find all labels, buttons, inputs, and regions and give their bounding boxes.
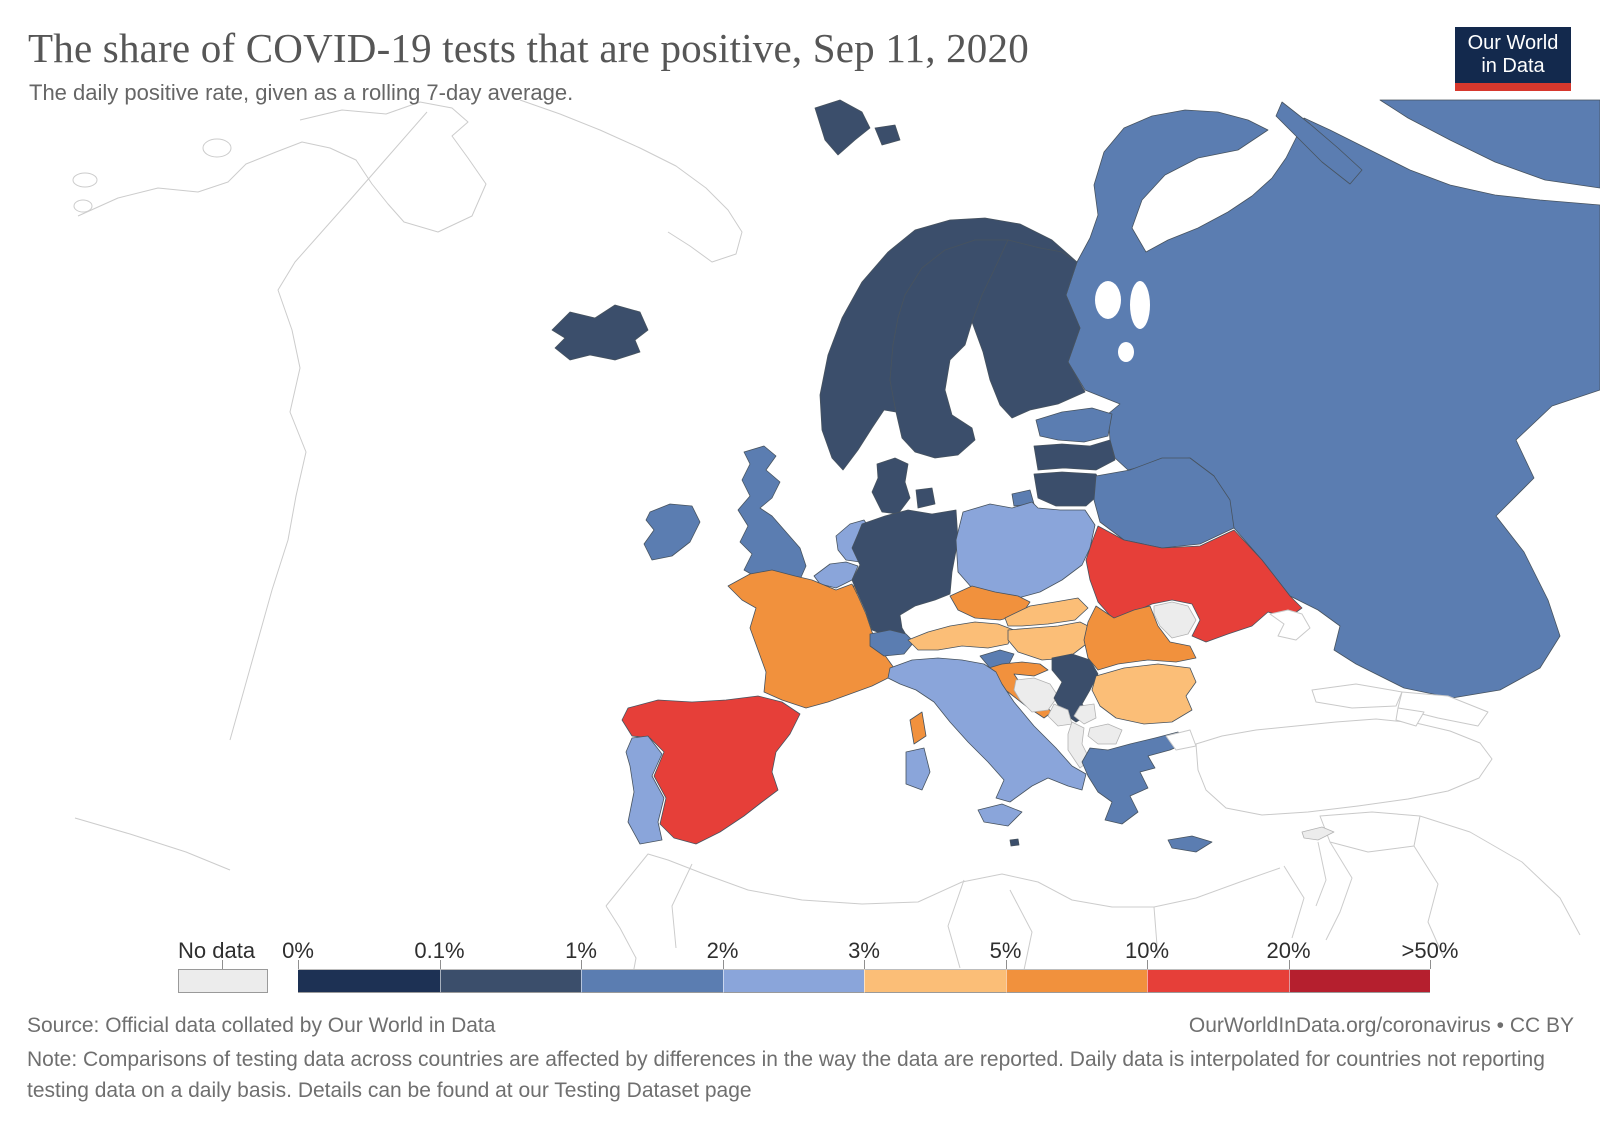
- country-germany[interactable]: [851, 509, 959, 639]
- country-france-corsica[interactable]: [909, 711, 927, 745]
- country-austria[interactable]: [907, 621, 1015, 651]
- legend-color-segment[interactable]: [581, 969, 723, 993]
- owid-logo[interactable]: Our World in Data: [1455, 27, 1571, 91]
- country-kosovo[interactable]: [1073, 703, 1097, 725]
- map-legend: No data 0% 0.1% 1% 2% 3% 5% 10% 20% >50%: [178, 938, 1459, 993]
- legend-tick-label: 2%: [706, 938, 739, 963]
- legend-tick-label: 10%: [1124, 938, 1170, 963]
- page-title: The share of COVID-19 tests that are pos…: [28, 25, 1029, 71]
- middle-east-borders: [1283, 815, 1581, 959]
- country-russia-arctic-islands[interactable]: [1379, 99, 1600, 189]
- country-italy[interactable]: [887, 657, 1087, 803]
- legend-tick-label: 0.1%: [414, 938, 465, 963]
- country-turkey-outline: [1195, 718, 1493, 816]
- country-estonia[interactable]: [1035, 407, 1113, 443]
- greenland-east-coastline: [519, 99, 743, 263]
- legend-tick: [1288, 960, 1290, 969]
- country-portugal[interactable]: [625, 735, 665, 845]
- country-sweden[interactable]: [889, 239, 1009, 459]
- country-syria-outline: [1319, 811, 1421, 853]
- country-norway-svalbard-east[interactable]: [874, 124, 901, 146]
- legend-tick: [1430, 960, 1431, 969]
- legend-tick: [581, 960, 582, 969]
- country-romania[interactable]: [1083, 605, 1197, 671]
- legend-tick-label: 3%: [848, 938, 880, 963]
- country-denmark-zealand[interactable]: [915, 487, 936, 509]
- footer-attribution[interactable]: OurWorldInData.org/coronavirus • CC BY: [1188, 1014, 1574, 1037]
- arctic-island-icon: [72, 172, 98, 188]
- labrador-coastline: [229, 111, 428, 741]
- europe-choropleth-map: [72, 99, 1600, 991]
- outside-region-countries: [605, 683, 1581, 991]
- country-spain[interactable]: [621, 695, 801, 845]
- country-moldova[interactable]: [1153, 601, 1197, 639]
- legend-tick: [298, 960, 299, 969]
- country-greece-crete[interactable]: [1167, 835, 1213, 853]
- greenland-canada-coastline: [77, 101, 487, 233]
- country-bulgaria[interactable]: [1091, 663, 1197, 725]
- legend-color-segment[interactable]: [864, 969, 1006, 993]
- country-switzerland[interactable]: [869, 629, 915, 657]
- country-malta[interactable]: [1009, 838, 1020, 847]
- legend-no-data-label: No data: [178, 938, 256, 963]
- newfoundland-coastline: [74, 817, 231, 871]
- legend-no-data-swatch[interactable]: [178, 969, 268, 993]
- country-norway-svalbard[interactable]: [814, 99, 871, 156]
- country-montenegro[interactable]: [1047, 703, 1073, 727]
- country-hungary[interactable]: [1007, 621, 1093, 661]
- country-greece[interactable]: [1081, 731, 1189, 825]
- legend-tick-label: 0%: [282, 938, 314, 963]
- north-africa-coastline: [605, 853, 1281, 908]
- country-turkey-thrace-outline: [1165, 729, 1197, 751]
- country-bosnia-and-herzegovina[interactable]: [1013, 677, 1059, 713]
- country-finland[interactable]: [971, 239, 1086, 419]
- legend-tick-label: 5%: [989, 938, 1022, 963]
- north-africa-borders: [605, 863, 1159, 991]
- legend-tick: [1147, 960, 1148, 969]
- legend-tick-label: 20%: [1266, 938, 1311, 963]
- legend-no-data-tick: [222, 960, 223, 969]
- legend-tick: [722, 960, 724, 969]
- country-denmark[interactable]: [871, 457, 911, 515]
- owid-logo-line1: Our World: [1467, 32, 1559, 54]
- country-ireland[interactable]: [643, 503, 701, 561]
- country-italy-sardinia[interactable]: [905, 747, 931, 791]
- footer-source: Source: Official data collated by Our Wo…: [27, 1014, 496, 1037]
- karelia-lakes: [1095, 281, 1150, 362]
- legend-color-segment[interactable]: [1147, 969, 1289, 993]
- country-italy-sicily[interactable]: [977, 803, 1023, 827]
- country-iceland[interactable]: [551, 304, 649, 361]
- country-georgia-outline: [1311, 683, 1403, 709]
- country-lithuania[interactable]: [1033, 471, 1105, 507]
- legend-color-segment[interactable]: [722, 969, 864, 993]
- country-slovakia[interactable]: [1004, 597, 1089, 627]
- country-cyprus[interactable]: [1301, 826, 1335, 841]
- legend-tick: [864, 960, 865, 969]
- country-belarus[interactable]: [1093, 457, 1235, 549]
- legend-tick-label: >50%: [1401, 938, 1459, 963]
- country-poland[interactable]: [955, 501, 1096, 599]
- legend-color-segment[interactable]: [1005, 969, 1147, 993]
- legend-color-segment[interactable]: [439, 969, 581, 993]
- arctic-island-icon: [202, 138, 232, 158]
- footer-note: Note: Comparisons of testing data across…: [27, 1048, 1545, 1102]
- country-north-macedonia[interactable]: [1087, 723, 1123, 745]
- arctic-island-icon: [73, 199, 93, 213]
- crimea-region: [1269, 609, 1311, 641]
- legend-color-segment[interactable]: [1288, 969, 1430, 993]
- legend-tick-label: 1%: [565, 938, 597, 963]
- legend-tick: [439, 960, 441, 969]
- legend-color-segment[interactable]: [298, 969, 440, 993]
- country-armenia-outline: [1395, 707, 1425, 727]
- country-ukraine[interactable]: [1085, 525, 1303, 643]
- country-latvia[interactable]: [1033, 439, 1116, 471]
- background-coastlines: [72, 99, 743, 871]
- owid-logo-line2: in Data: [1481, 55, 1545, 77]
- legend-tick: [1005, 960, 1007, 969]
- country-russia-novaya-zemlya[interactable]: [1275, 101, 1363, 185]
- page-subtitle: The daily positive rate, given as a roll…: [29, 80, 574, 105]
